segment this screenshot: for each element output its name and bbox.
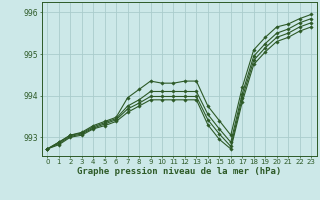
X-axis label: Graphe pression niveau de la mer (hPa): Graphe pression niveau de la mer (hPa)	[77, 167, 281, 176]
